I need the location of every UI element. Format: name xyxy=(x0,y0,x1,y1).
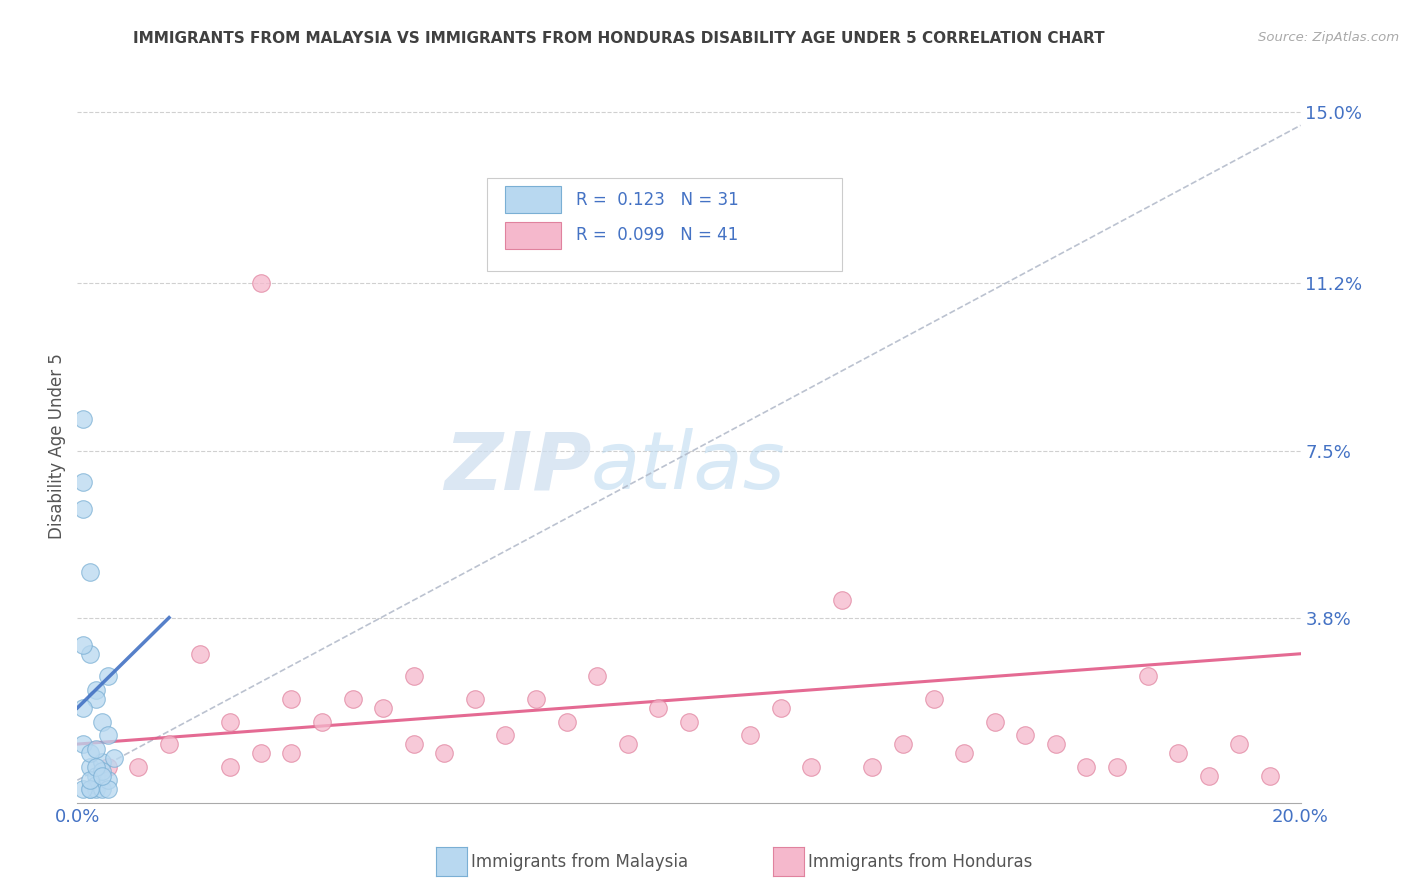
Point xyxy=(740,728,762,742)
Text: Immigrants from Malaysia: Immigrants from Malaysia xyxy=(471,853,688,871)
Point xyxy=(311,714,333,729)
Point xyxy=(342,692,364,706)
Point xyxy=(1167,746,1189,760)
FancyBboxPatch shape xyxy=(506,222,561,249)
Point xyxy=(495,728,517,742)
Point xyxy=(1014,728,1036,742)
FancyBboxPatch shape xyxy=(506,186,561,213)
Y-axis label: Disability Age Under 5: Disability Age Under 5 xyxy=(48,353,66,539)
Point xyxy=(188,647,211,661)
Point xyxy=(250,277,273,291)
Text: Immigrants from Honduras: Immigrants from Honduras xyxy=(808,853,1033,871)
Point xyxy=(84,692,107,706)
Point xyxy=(1258,769,1281,783)
Point xyxy=(371,701,394,715)
Point xyxy=(433,746,456,760)
Point xyxy=(97,782,120,797)
Point xyxy=(831,592,853,607)
Point xyxy=(617,737,640,751)
Point xyxy=(984,714,1007,729)
Text: R =  0.099   N = 41: R = 0.099 N = 41 xyxy=(576,227,738,244)
Text: ZIP: ZIP xyxy=(444,428,591,507)
Point xyxy=(84,682,107,697)
Point xyxy=(79,773,101,788)
Point xyxy=(1136,669,1159,683)
Point xyxy=(79,746,101,760)
Point xyxy=(79,759,101,773)
Point xyxy=(97,728,120,742)
Point xyxy=(79,782,101,797)
Point xyxy=(586,669,609,683)
Point xyxy=(555,714,578,729)
Point xyxy=(127,759,149,773)
Point xyxy=(72,412,94,426)
Point xyxy=(280,692,302,706)
Point xyxy=(800,759,823,773)
Point xyxy=(72,638,94,652)
Point xyxy=(90,769,112,783)
Point xyxy=(219,714,242,729)
Point xyxy=(103,750,125,764)
Point xyxy=(79,647,101,661)
Point xyxy=(250,746,273,760)
Point xyxy=(90,782,112,797)
Point xyxy=(1229,737,1251,751)
Point xyxy=(90,714,112,729)
Point xyxy=(524,692,547,706)
Point xyxy=(84,782,107,797)
Point xyxy=(219,759,242,773)
Point xyxy=(769,701,792,715)
Point xyxy=(84,759,107,773)
Point xyxy=(464,692,486,706)
Point xyxy=(72,782,94,797)
Point xyxy=(90,755,112,769)
Text: IMMIGRANTS FROM MALAYSIA VS IMMIGRANTS FROM HONDURAS DISABILITY AGE UNDER 5 CORR: IMMIGRANTS FROM MALAYSIA VS IMMIGRANTS F… xyxy=(132,31,1105,46)
Point xyxy=(1107,759,1129,773)
Point xyxy=(402,669,425,683)
Point xyxy=(1045,737,1067,751)
Point xyxy=(79,566,101,580)
Point xyxy=(862,759,884,773)
Point xyxy=(72,737,94,751)
Point xyxy=(1076,759,1098,773)
Point xyxy=(157,737,180,751)
Point xyxy=(97,773,120,788)
Point xyxy=(84,769,107,783)
Point xyxy=(97,669,120,683)
Point xyxy=(84,778,107,792)
FancyBboxPatch shape xyxy=(486,178,842,271)
Point xyxy=(922,692,945,706)
Point xyxy=(1198,769,1220,783)
Text: R =  0.123   N = 31: R = 0.123 N = 31 xyxy=(576,191,740,209)
Point xyxy=(72,502,94,516)
Text: atlas: atlas xyxy=(591,428,786,507)
Point xyxy=(84,741,107,756)
Point xyxy=(678,714,700,729)
Text: Source: ZipAtlas.com: Source: ZipAtlas.com xyxy=(1258,31,1399,45)
Point xyxy=(891,737,914,751)
Point xyxy=(79,782,101,797)
Point xyxy=(280,746,302,760)
Point xyxy=(647,701,669,715)
Point xyxy=(953,746,976,760)
Point xyxy=(97,759,120,773)
Point xyxy=(402,737,425,751)
Point xyxy=(90,764,112,779)
Point xyxy=(72,475,94,490)
Point xyxy=(72,701,94,715)
